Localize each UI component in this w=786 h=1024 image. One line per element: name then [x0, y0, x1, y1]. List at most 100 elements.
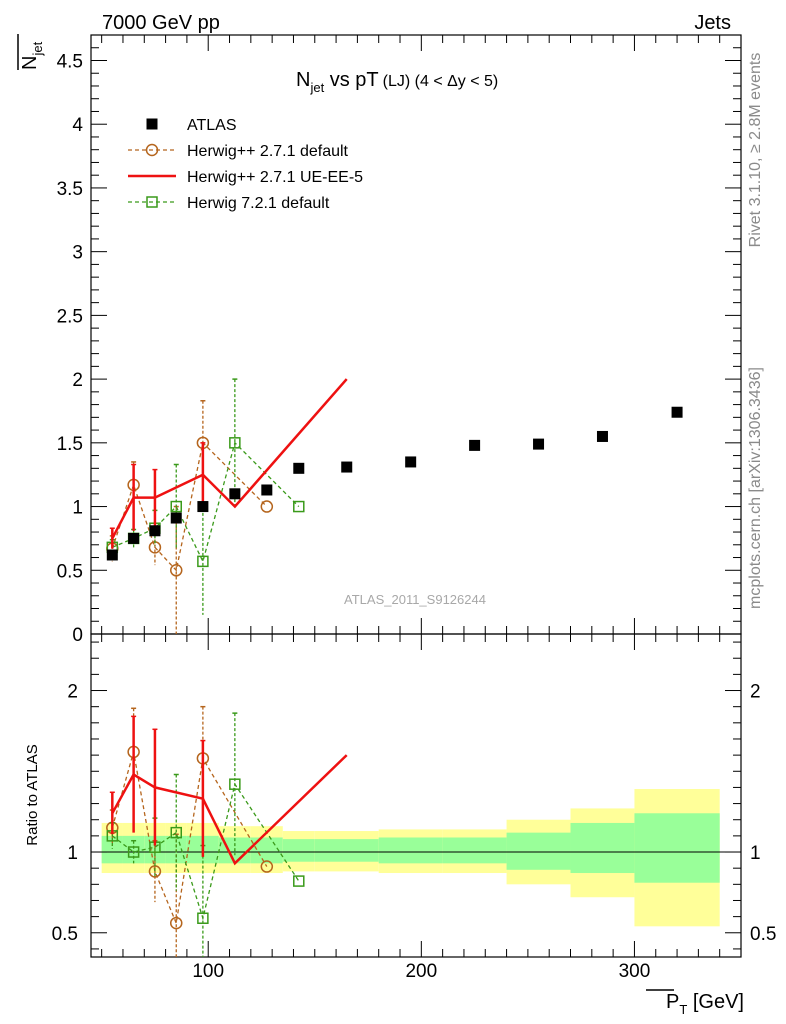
legend-label: Herwig 7.2.1 default — [187, 195, 330, 212]
series-hpp_default-main — [106, 400, 274, 634]
mcplots-info: mcplots.cern.ch [arXiv:1306.3436] — [747, 367, 764, 609]
ratio-y-tick-label-right: 2 — [750, 682, 761, 703]
x-tick-label: 200 — [405, 961, 437, 982]
main-y-tick-label: 4.5 — [57, 51, 83, 72]
inner-band-bin — [570, 822, 635, 874]
legend-entry-hpp_default: Herwig++ 2.7.1 default — [128, 143, 349, 160]
data-point — [229, 437, 241, 449]
main-y-tick-label: 2 — [72, 370, 83, 391]
main-y-tick-label: 1.5 — [57, 434, 83, 455]
title-sub: jet — [309, 80, 324, 95]
main-y-tick-label: 0.5 — [57, 561, 83, 582]
ratio-panel-ticks: 100 200 300 0.5 0.5 1 1 2 2 — [52, 634, 776, 982]
ratio-panel-frame — [90, 633, 742, 958]
series-h7_default-ratio — [106, 712, 305, 957]
data-point — [170, 512, 182, 524]
ylabel-sub: jet — [30, 41, 45, 56]
data-point — [197, 501, 209, 513]
main-y-tick-label: 2.5 — [57, 306, 83, 327]
data-point — [197, 555, 209, 568]
ratio-panel-series — [106, 705, 348, 957]
data-point — [293, 500, 305, 513]
x-tick-label: 300 — [619, 961, 651, 982]
plot-title: Njet vs pT (LJ) (4 < Δy < 5) — [296, 69, 498, 95]
data-point — [106, 549, 118, 561]
data-point — [293, 462, 305, 474]
legend-label: ATLAS — [187, 117, 237, 134]
data-point — [169, 916, 183, 930]
inner-band-bin — [442, 837, 507, 864]
data-point — [170, 826, 182, 839]
series-line — [111, 754, 348, 866]
data-point — [405, 456, 417, 468]
energy-label: 7000 GeV pp — [102, 12, 220, 34]
title-small: (LJ) (4 < Δy < 5) — [383, 73, 499, 90]
ratio-y-label: Ratio to ATLAS — [24, 744, 41, 845]
ratio-y-tick-label: 0.5 — [52, 924, 78, 945]
data-point — [533, 438, 545, 450]
data-point — [260, 500, 274, 513]
svg-text:Njet: Njet — [19, 41, 45, 70]
data-point — [170, 500, 182, 513]
ratio-y-tick-label-right: 1 — [750, 843, 761, 864]
inner-band-bin — [282, 839, 315, 862]
xlabel-unit: [GeV] — [687, 991, 744, 1013]
rivet-info: Rivet 3.1.10, ≥ 2.8M events — [747, 53, 764, 248]
series-line — [111, 378, 348, 539]
legend-label: Herwig++ 2.7.1 UE-EE-5 — [187, 169, 363, 186]
inner-band-bin — [378, 837, 443, 864]
data-point — [197, 912, 209, 924]
ylabel-main: N — [19, 56, 41, 70]
legend-entry-hpp_ue: Herwig++ 2.7.1 UE-EE-5 — [128, 169, 363, 186]
data-point — [469, 439, 481, 451]
main-y-tick-label: 3.5 — [57, 179, 83, 200]
data-point — [169, 564, 183, 577]
ratio-panel-border — [90, 633, 742, 958]
title-rest: vs pT — [324, 69, 378, 91]
main-y-tick-label: 1 — [72, 498, 83, 519]
legend-marker — [146, 118, 158, 130]
inner-band-bin — [634, 813, 720, 883]
legend-marker — [146, 196, 158, 208]
data-point — [260, 860, 274, 873]
series-line — [111, 751, 268, 926]
data-point — [229, 778, 241, 790]
main-panel-series — [106, 378, 683, 634]
data-point — [149, 525, 161, 537]
xlabel-main: P — [666, 991, 679, 1013]
main-y-tick-label: 4 — [72, 115, 83, 136]
x-axis-label: PT [GeV] — [646, 989, 744, 1017]
ratio-y-tick-label: 1 — [67, 843, 78, 864]
ratio-y-tick-label-right: 0.5 — [750, 924, 776, 945]
main-y-tick-label: 3 — [72, 243, 83, 264]
main-panel-ticks: 0 0.5 1 1.5 2 2.5 3 3.5 4 4.5 — [57, 34, 741, 646]
series-line — [111, 441, 268, 572]
legend: ATLAS Herwig++ 2.7.1 default Herwig++ 2.7.… — [128, 117, 363, 212]
ratio-y-tick-label: 2 — [67, 682, 78, 703]
legend-label: Herwig++ 2.7.1 default — [187, 143, 349, 160]
main-y-tick-label: 0 — [72, 625, 83, 646]
process-label: Jets — [694, 12, 731, 34]
data-point — [671, 406, 683, 418]
legend-entry-atlas: ATLAS — [146, 117, 237, 134]
legend-marker — [145, 143, 159, 157]
xlabel-sub: T — [679, 1002, 687, 1017]
data-point — [127, 846, 140, 858]
series-hpp_ue-ratio — [109, 715, 348, 866]
data-point — [229, 488, 241, 500]
title-main: N — [296, 69, 310, 91]
ratio-uncertainty-bands — [91, 789, 741, 927]
data-point — [128, 532, 140, 544]
series-atlas-main — [106, 406, 683, 561]
main-y-label: Njet — [17, 34, 45, 70]
data-point — [596, 430, 608, 442]
x-tick-label: 100 — [192, 961, 224, 982]
inner-band-bin — [506, 832, 571, 870]
legend-entry-h7_default: Herwig 7.2.1 default — [128, 195, 330, 212]
inner-band-bin — [314, 839, 379, 862]
svg-text:PT [GeV]: PT [GeV] — [666, 991, 744, 1017]
series-hpp_ue-main — [109, 378, 348, 549]
data-point — [261, 484, 273, 496]
data-point — [341, 461, 353, 473]
